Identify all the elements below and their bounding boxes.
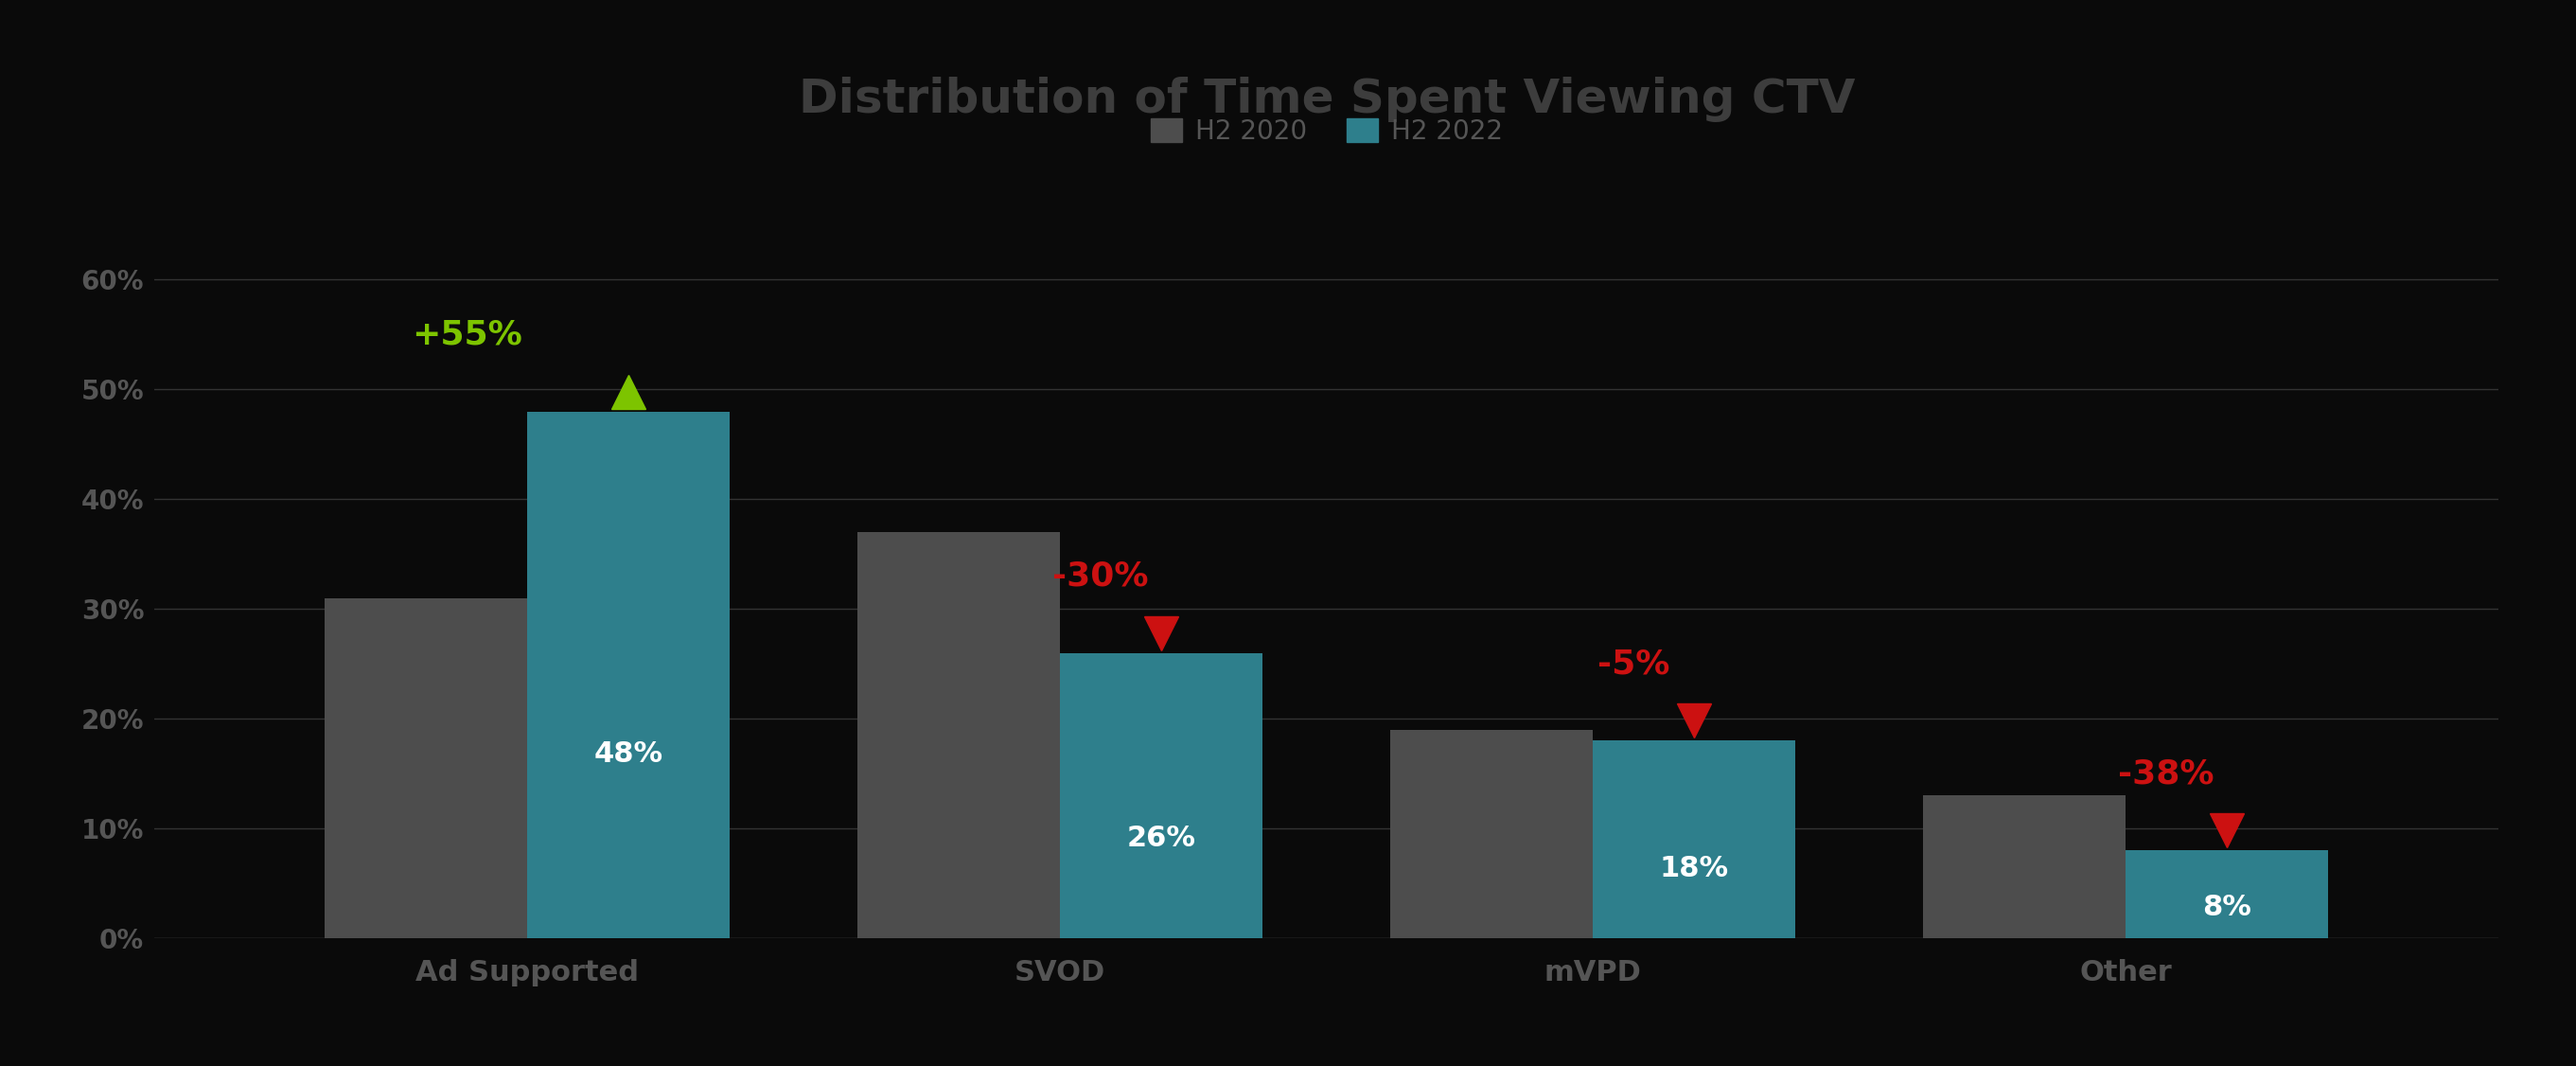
Bar bbox=[1061, 652, 1262, 938]
Bar bbox=[1391, 729, 1592, 938]
Bar bbox=[528, 411, 729, 938]
Text: 26%: 26% bbox=[1126, 824, 1195, 852]
Text: -5%: -5% bbox=[1597, 648, 1669, 680]
Legend: H2 2020, H2 2022: H2 2020, H2 2022 bbox=[1141, 108, 1512, 156]
Text: 8%: 8% bbox=[2202, 893, 2251, 921]
Text: 48%: 48% bbox=[595, 740, 665, 768]
Bar bbox=[1592, 741, 1795, 938]
Text: -38%: -38% bbox=[2117, 758, 2215, 790]
Bar bbox=[2125, 851, 2329, 938]
Bar bbox=[858, 532, 1061, 938]
Text: -30%: -30% bbox=[1054, 561, 1149, 593]
Bar bbox=[325, 598, 528, 938]
Bar bbox=[1924, 795, 2125, 938]
Title: Distribution of Time Spent Viewing CTV: Distribution of Time Spent Viewing CTV bbox=[799, 77, 1855, 123]
Text: +55%: +55% bbox=[412, 319, 523, 351]
Text: 18%: 18% bbox=[1659, 855, 1728, 883]
